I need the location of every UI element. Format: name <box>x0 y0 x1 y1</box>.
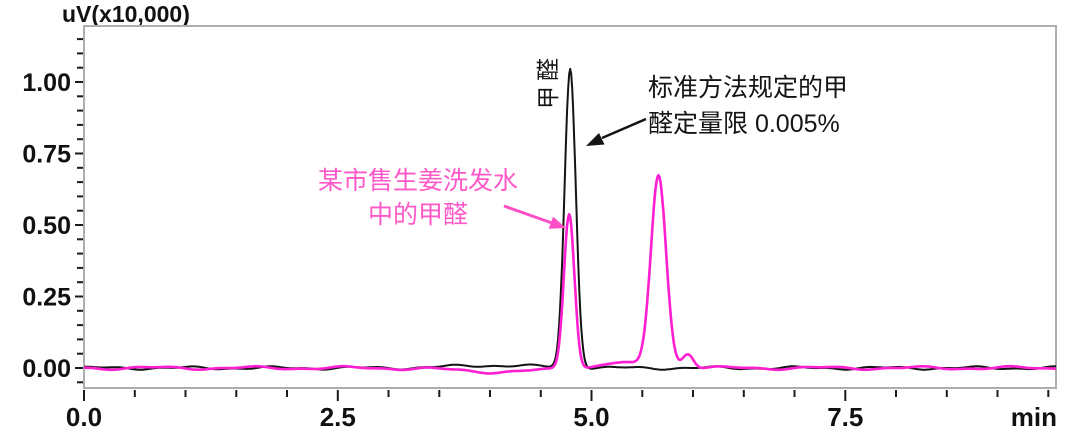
x-axis-unit: min <box>1011 402 1057 432</box>
arrow-standard-line <box>601 117 647 140</box>
arrow-sample-line <box>503 204 553 225</box>
plot-frame <box>83 25 1057 389</box>
y-axis-title: uV(x10,000) <box>62 1 190 27</box>
peak-label-formaldehyde: 甲醛 <box>535 53 561 109</box>
y-tick-label: 0.75 <box>22 141 71 169</box>
y-tick-label: 0.50 <box>22 212 71 240</box>
annotation-sample-line1: 某市售生姜洗发水 <box>318 167 519 195</box>
x-tick-label: 2.5 <box>320 402 356 432</box>
annotation-standard-loq: 标准方法规定的甲 醛定量限 0.005% <box>648 70 848 142</box>
annotation-standard-loq-line1: 标准方法规定的甲 <box>648 74 849 102</box>
arrow-sample-head <box>548 216 566 229</box>
x-tick-label: 0.0 <box>66 402 102 432</box>
y-tick-label: 1.00 <box>22 69 71 97</box>
annotation-sample-line2: 中的甲醛 <box>367 201 468 229</box>
x-tick-label: 5.0 <box>573 402 609 432</box>
y-tick-label: 0.00 <box>22 355 71 383</box>
x-tick-label: 7.5 <box>827 402 863 432</box>
annotation-sample: 某市售生姜洗发水 中的甲醛 <box>318 164 518 232</box>
trace-shampoo-sample <box>84 174 1056 375</box>
annotation-standard-loq-line2: 醛定量限 0.005% <box>648 110 840 138</box>
y-tick-label: 0.25 <box>22 284 71 312</box>
arrow-standard-head <box>586 133 605 146</box>
